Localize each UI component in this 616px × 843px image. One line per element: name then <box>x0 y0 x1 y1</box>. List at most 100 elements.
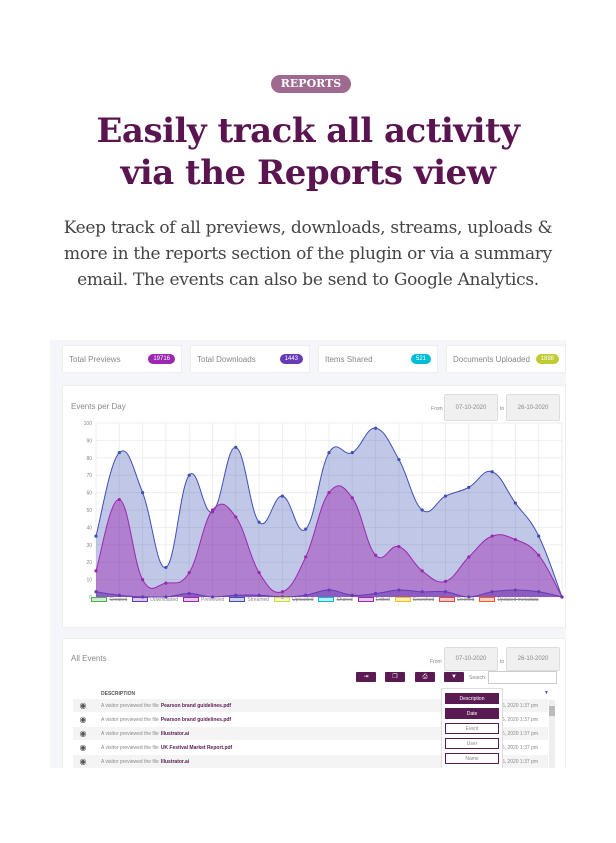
export-csv-button[interactable]: ⇥ <box>356 672 376 682</box>
data-point[interactable] <box>164 565 168 570</box>
table-row[interactable]: ◉ A visitor previewed the file Illustrator… <box>73 755 548 768</box>
file-link[interactable]: Illustrator.ai <box>160 730 190 737</box>
legend-item[interactable]: Searched <box>394 597 434 603</box>
data-point[interactable] <box>350 593 354 597</box>
data-point[interactable] <box>467 485 471 489</box>
table-row[interactable]: ◉ A visitor previewed the file Illustrator… <box>73 727 548 740</box>
data-point[interactable] <box>537 590 541 594</box>
table-scrollbar[interactable] <box>549 700 555 768</box>
eye-icon[interactable]: ◉ <box>79 715 87 724</box>
legend-item[interactable]: Edited <box>357 597 390 603</box>
eye-icon[interactable]: ◉ <box>79 757 87 766</box>
file-link[interactable]: Illustrator.ai <box>160 758 190 765</box>
data-point[interactable] <box>467 555 471 559</box>
data-point[interactable] <box>210 595 215 599</box>
column-toggle-date[interactable]: Date <box>445 708 499 719</box>
from-date-input[interactable]: 07-10-2020 <box>444 394 498 421</box>
data-point[interactable] <box>280 494 284 498</box>
column-filter-button[interactable]: ▼ <box>444 672 464 682</box>
data-point[interactable] <box>420 569 424 573</box>
data-point[interactable] <box>397 457 401 462</box>
to-date-input[interactable]: 26-10-2020 <box>506 647 560 671</box>
data-point[interactable] <box>164 595 168 599</box>
data-point[interactable] <box>490 470 494 474</box>
data-point[interactable] <box>141 491 145 495</box>
eye-icon[interactable]: ◉ <box>79 743 87 752</box>
print-button[interactable]: ⎙ <box>415 672 435 682</box>
data-point[interactable] <box>234 445 238 449</box>
legend-item[interactable]: Uploaded <box>274 597 313 603</box>
eye-icon[interactable]: ◉ <box>79 701 87 710</box>
data-point[interactable] <box>443 494 448 498</box>
data-point[interactable] <box>374 426 378 430</box>
data-point[interactable] <box>350 496 354 500</box>
description-column-header[interactable]: DESCRIPTION <box>101 691 136 697</box>
data-point[interactable] <box>513 537 517 542</box>
data-point[interactable] <box>537 553 541 557</box>
data-point[interactable] <box>374 553 378 557</box>
file-link[interactable]: Pearson brand guidelines.pdf <box>160 702 232 709</box>
data-point[interactable] <box>467 595 471 599</box>
data-point[interactable] <box>537 534 541 538</box>
data-point[interactable] <box>94 569 98 573</box>
column-toggle-name[interactable]: Name <box>445 753 499 764</box>
sort-icon[interactable]: ▼ <box>544 690 549 696</box>
data-point[interactable] <box>187 571 191 575</box>
data-point[interactable] <box>560 595 564 599</box>
file-link[interactable]: UK Festival Market Report.pdf <box>160 744 233 751</box>
data-point[interactable] <box>117 450 121 455</box>
data-point[interactable] <box>141 578 145 582</box>
data-point[interactable] <box>327 491 331 495</box>
data-point[interactable] <box>210 508 215 512</box>
data-point[interactable] <box>327 588 331 592</box>
data-point[interactable] <box>490 590 494 594</box>
data-point[interactable] <box>513 501 517 505</box>
data-point[interactable] <box>420 508 424 512</box>
column-toggle-description[interactable]: Description <box>445 693 499 704</box>
data-point[interactable] <box>304 593 308 597</box>
data-point[interactable] <box>397 544 401 549</box>
to-date-input[interactable]: 26-10-2020 <box>506 394 560 421</box>
data-point[interactable] <box>164 581 168 585</box>
data-point[interactable] <box>420 590 424 594</box>
legend-item[interactable]: Created <box>91 597 127 603</box>
column-toggle-user[interactable]: User <box>445 738 499 749</box>
data-point[interactable] <box>94 590 98 594</box>
data-point[interactable] <box>117 497 121 502</box>
data-point[interactable] <box>187 473 191 477</box>
copy-button[interactable]: ❐ <box>385 672 405 682</box>
data-point[interactable] <box>257 571 261 575</box>
table-row[interactable]: ◉ A visitor previewed the file Pearson bra… <box>73 713 548 726</box>
data-point[interactable] <box>397 588 401 592</box>
data-point[interactable] <box>257 520 261 524</box>
data-point[interactable] <box>234 593 238 597</box>
data-point[interactable] <box>327 450 331 455</box>
data-point[interactable] <box>234 515 238 519</box>
file-link[interactable]: Pearson brand guidelines.pdf <box>160 716 232 723</box>
table-row[interactable]: ◉ A visitor previewed the file Pearson bra… <box>73 699 548 712</box>
table-row[interactable]: ◉ A visitor previewed the file UK Festival… <box>73 741 548 754</box>
legend-item[interactable]: Streamed <box>229 597 269 603</box>
data-point[interactable] <box>443 579 448 583</box>
data-point[interactable] <box>374 591 378 596</box>
data-point[interactable] <box>443 590 448 594</box>
legend-item[interactable]: Shared <box>318 597 353 603</box>
data-point[interactable] <box>94 534 98 538</box>
column-toggle-event[interactable]: Event <box>445 723 499 734</box>
data-point[interactable] <box>257 593 261 597</box>
data-point[interactable] <box>117 593 121 597</box>
search-input[interactable] <box>488 671 557 684</box>
from-date-input[interactable]: 07-10-2020 <box>444 647 498 671</box>
legend-item[interactable]: Previewed <box>183 597 224 603</box>
data-point[interactable] <box>513 588 517 592</box>
data-point[interactable] <box>350 450 354 455</box>
eye-icon[interactable]: ◉ <box>79 729 87 738</box>
data-point[interactable] <box>187 591 191 596</box>
data-point[interactable] <box>490 534 494 538</box>
data-point[interactable] <box>280 590 284 594</box>
data-point[interactable] <box>304 527 308 531</box>
legend-item[interactable]: Downloaded <box>132 597 178 603</box>
legend-item[interactable]: Updated metadata <box>479 597 539 603</box>
data-point[interactable] <box>304 555 308 559</box>
legend-item[interactable]: Deleted <box>439 597 474 603</box>
